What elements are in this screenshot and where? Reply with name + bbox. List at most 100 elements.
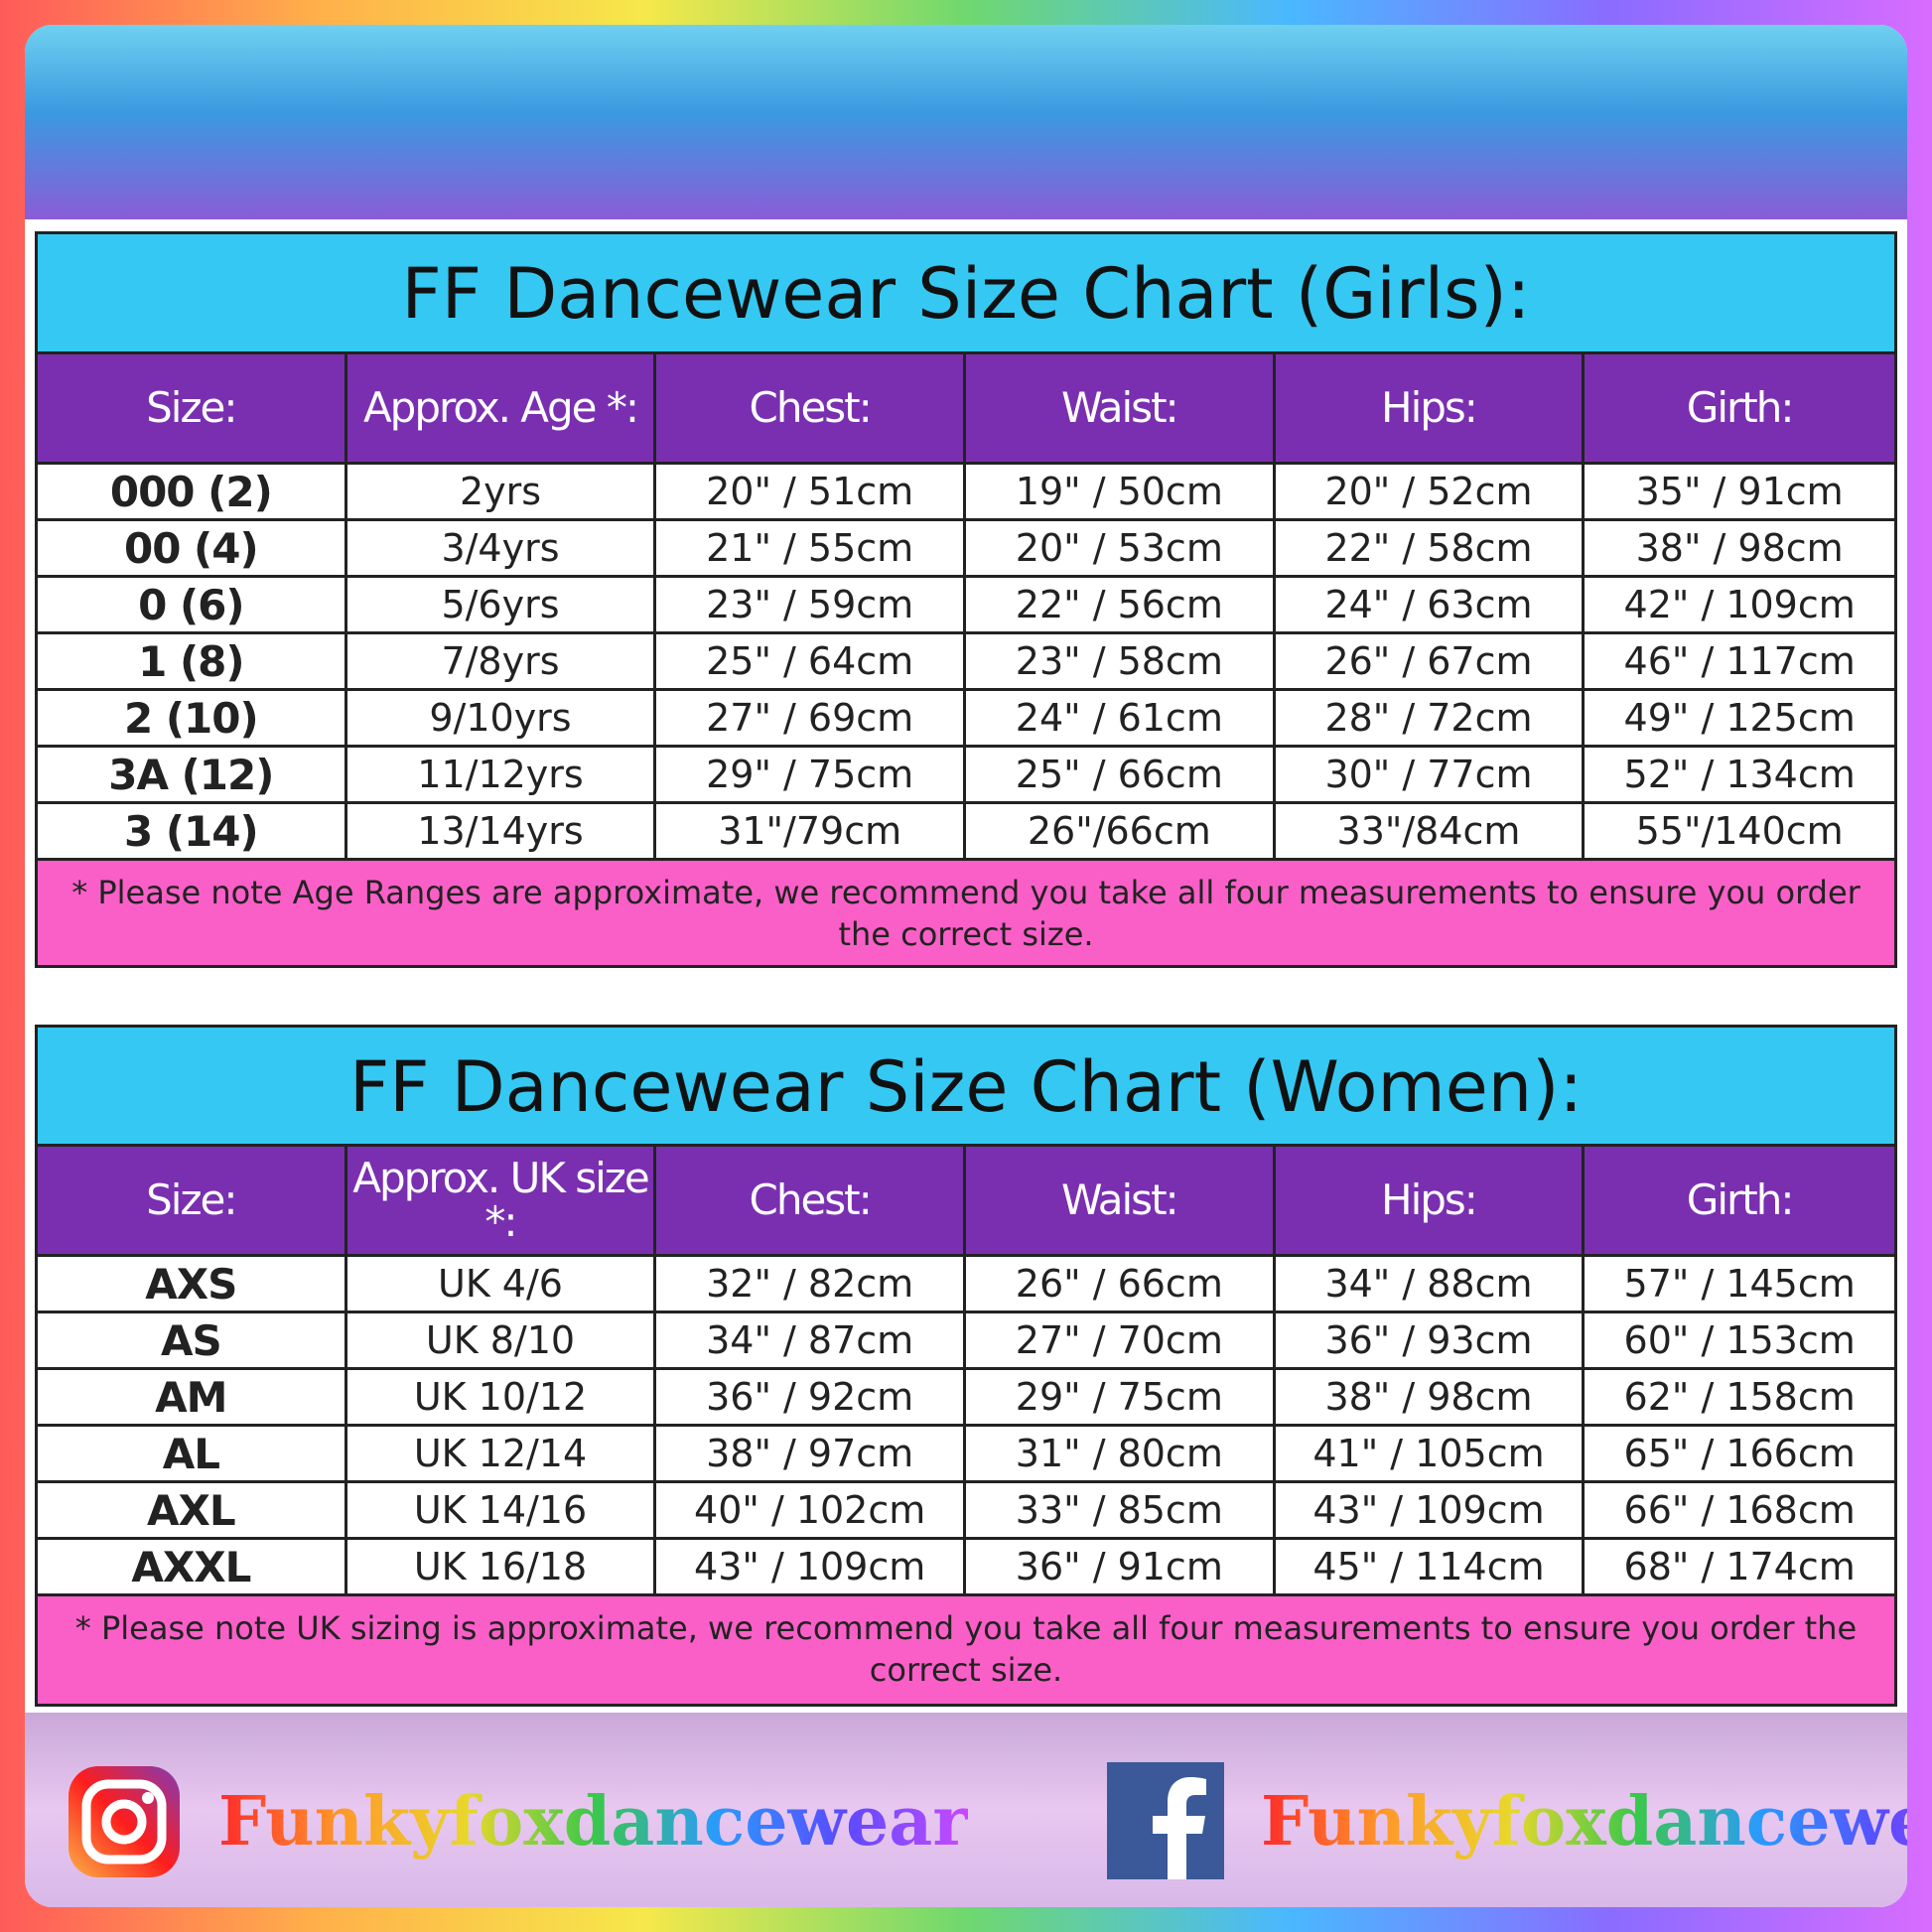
measure-cell: 43" / 109cm <box>1275 1483 1586 1540</box>
measure-cell: 55"/140cm <box>1585 804 1894 861</box>
measure-cell: UK 8/10 <box>346 1313 657 1370</box>
size-cell: AXS <box>38 1257 347 1313</box>
size-cell: AM <box>38 1370 347 1427</box>
measure-cell: 46" / 117cm <box>1585 634 1894 691</box>
measure-cell: 26" / 67cm <box>1275 634 1586 691</box>
measure-cell: 20" / 53cm <box>965 521 1276 578</box>
measure-cell: 40" / 102cm <box>656 1483 966 1540</box>
column-header: Girth: <box>1585 354 1894 465</box>
measure-cell: 19" / 50cm <box>965 465 1276 521</box>
measure-cell: 11/12yrs <box>346 748 657 804</box>
measure-cell: 22" / 56cm <box>965 578 1276 634</box>
measure-cell: 36" / 92cm <box>656 1370 966 1427</box>
measure-cell: 21" / 55cm <box>656 521 966 578</box>
measure-cell: 31"/79cm <box>656 804 966 861</box>
measure-cell: 43" / 109cm <box>656 1540 966 1596</box>
size-table: FF Dancewear Size Chart (Girls): Size: App… <box>35 231 1897 968</box>
column-header: Approx. Age *: <box>346 354 657 465</box>
measure-cell: 2yrs <box>346 465 657 521</box>
measure-cell: 60" / 153cm <box>1585 1313 1894 1370</box>
measure-cell: 41" / 105cm <box>1275 1427 1586 1483</box>
measure-cell: 29" / 75cm <box>656 748 966 804</box>
column-header: Girth: <box>1585 1147 1894 1257</box>
column-header: Waist: <box>965 354 1276 465</box>
measure-cell: 7/8yrs <box>346 634 657 691</box>
facebook-icon[interactable] <box>1107 1762 1224 1879</box>
measure-cell: 23" / 58cm <box>965 634 1276 691</box>
column-header: Chest: <box>656 354 966 465</box>
measure-cell: 34" / 88cm <box>1275 1257 1586 1313</box>
measure-cell: 57" / 145cm <box>1585 1257 1894 1313</box>
measure-cell: 28" / 72cm <box>1275 691 1586 748</box>
facebook-handle[interactable]: Funkyfoxdancewear <box>1261 1782 1907 1862</box>
size-cell: AXXL <box>38 1540 347 1596</box>
measure-cell: 49" / 125cm <box>1585 691 1894 748</box>
measure-cell: 38" / 97cm <box>656 1427 966 1483</box>
measure-cell: UK 10/12 <box>346 1370 657 1427</box>
measure-cell: 26"/66cm <box>965 804 1276 861</box>
instagram-icon[interactable] <box>65 1762 184 1881</box>
measure-cell: 52" / 134cm <box>1585 748 1894 804</box>
size-cell: 0 (6) <box>38 578 347 634</box>
measure-cell: 9/10yrs <box>346 691 657 748</box>
column-header: Approx. UK size *: <box>346 1147 657 1257</box>
size-table: FF Dancewear Size Chart (Women): Size: App… <box>35 1025 1897 1707</box>
measure-cell: 33" / 85cm <box>965 1483 1276 1540</box>
measure-cell: UK 12/14 <box>346 1427 657 1483</box>
column-header: Size: <box>38 1147 347 1257</box>
measure-cell: 27" / 69cm <box>656 691 966 748</box>
table-grid: Size: Approx. Age *: Chest: Waist: Hips: Girt… <box>38 354 1894 861</box>
measure-cell: 26" / 66cm <box>965 1257 1276 1313</box>
size-cell: 3A (12) <box>38 748 347 804</box>
table-title: FF Dancewear Size Chart (Girls): <box>38 234 1894 354</box>
measure-cell: 27" / 70cm <box>965 1313 1276 1370</box>
measure-cell: 36" / 93cm <box>1275 1313 1586 1370</box>
measure-cell: 20" / 51cm <box>656 465 966 521</box>
measure-cell: 3/4yrs <box>346 521 657 578</box>
measure-cell: UK 4/6 <box>346 1257 657 1313</box>
column-header: Hips: <box>1275 1147 1586 1257</box>
measure-cell: 29" / 75cm <box>965 1370 1276 1427</box>
measure-cell: 42" / 109cm <box>1585 578 1894 634</box>
measure-cell: 32" / 82cm <box>656 1257 966 1313</box>
measure-cell: 13/14yrs <box>346 804 657 861</box>
column-header: Chest: <box>656 1147 966 1257</box>
column-header: Hips: <box>1275 354 1586 465</box>
measure-cell: UK 14/16 <box>346 1483 657 1540</box>
size-cell: 3 (14) <box>38 804 347 861</box>
size-cell: 000 (2) <box>38 465 347 521</box>
size-cell: 00 (4) <box>38 521 347 578</box>
table-title: FF Dancewear Size Chart (Women): <box>38 1028 1894 1147</box>
measure-cell: 38" / 98cm <box>1585 521 1894 578</box>
measure-cell: 20" / 52cm <box>1275 465 1586 521</box>
measure-cell: UK 16/18 <box>346 1540 657 1596</box>
measure-cell: 35" / 91cm <box>1585 465 1894 521</box>
measure-cell: 33"/84cm <box>1275 804 1586 861</box>
measure-cell: 62" / 158cm <box>1585 1370 1894 1427</box>
instagram-handle[interactable]: Funkyfoxdancewear <box>218 1782 969 1862</box>
footer-band: Funkyfoxdancewear Funkyfoxdancewear <box>25 1713 1907 1907</box>
table-grid: Size: Approx. UK size *: Chest: Waist: Hips:… <box>38 1147 1894 1596</box>
measure-cell: 25" / 66cm <box>965 748 1276 804</box>
table-note: * Please note Age Ranges are approximate… <box>38 861 1894 965</box>
size-cell: AXL <box>38 1483 347 1540</box>
measure-cell: 36" / 91cm <box>965 1540 1276 1596</box>
table-note: * Please note UK sizing is approximate, … <box>38 1596 1894 1704</box>
measure-cell: 23" / 59cm <box>656 578 966 634</box>
size-cell: 2 (10) <box>38 691 347 748</box>
measure-cell: 68" / 174cm <box>1585 1540 1894 1596</box>
top-band <box>25 25 1907 219</box>
measure-cell: 24" / 61cm <box>965 691 1276 748</box>
column-header: Size: <box>38 354 347 465</box>
measure-cell: 5/6yrs <box>346 578 657 634</box>
measure-cell: 65" / 166cm <box>1585 1427 1894 1483</box>
size-cell: AS <box>38 1313 347 1370</box>
measure-cell: 34" / 87cm <box>656 1313 966 1370</box>
measure-cell: 22" / 58cm <box>1275 521 1586 578</box>
measure-cell: 25" / 64cm <box>656 634 966 691</box>
measure-cell: 66" / 168cm <box>1585 1483 1894 1540</box>
measure-cell: 38" / 98cm <box>1275 1370 1586 1427</box>
size-cell: 1 (8) <box>38 634 347 691</box>
size-cell: AL <box>38 1427 347 1483</box>
